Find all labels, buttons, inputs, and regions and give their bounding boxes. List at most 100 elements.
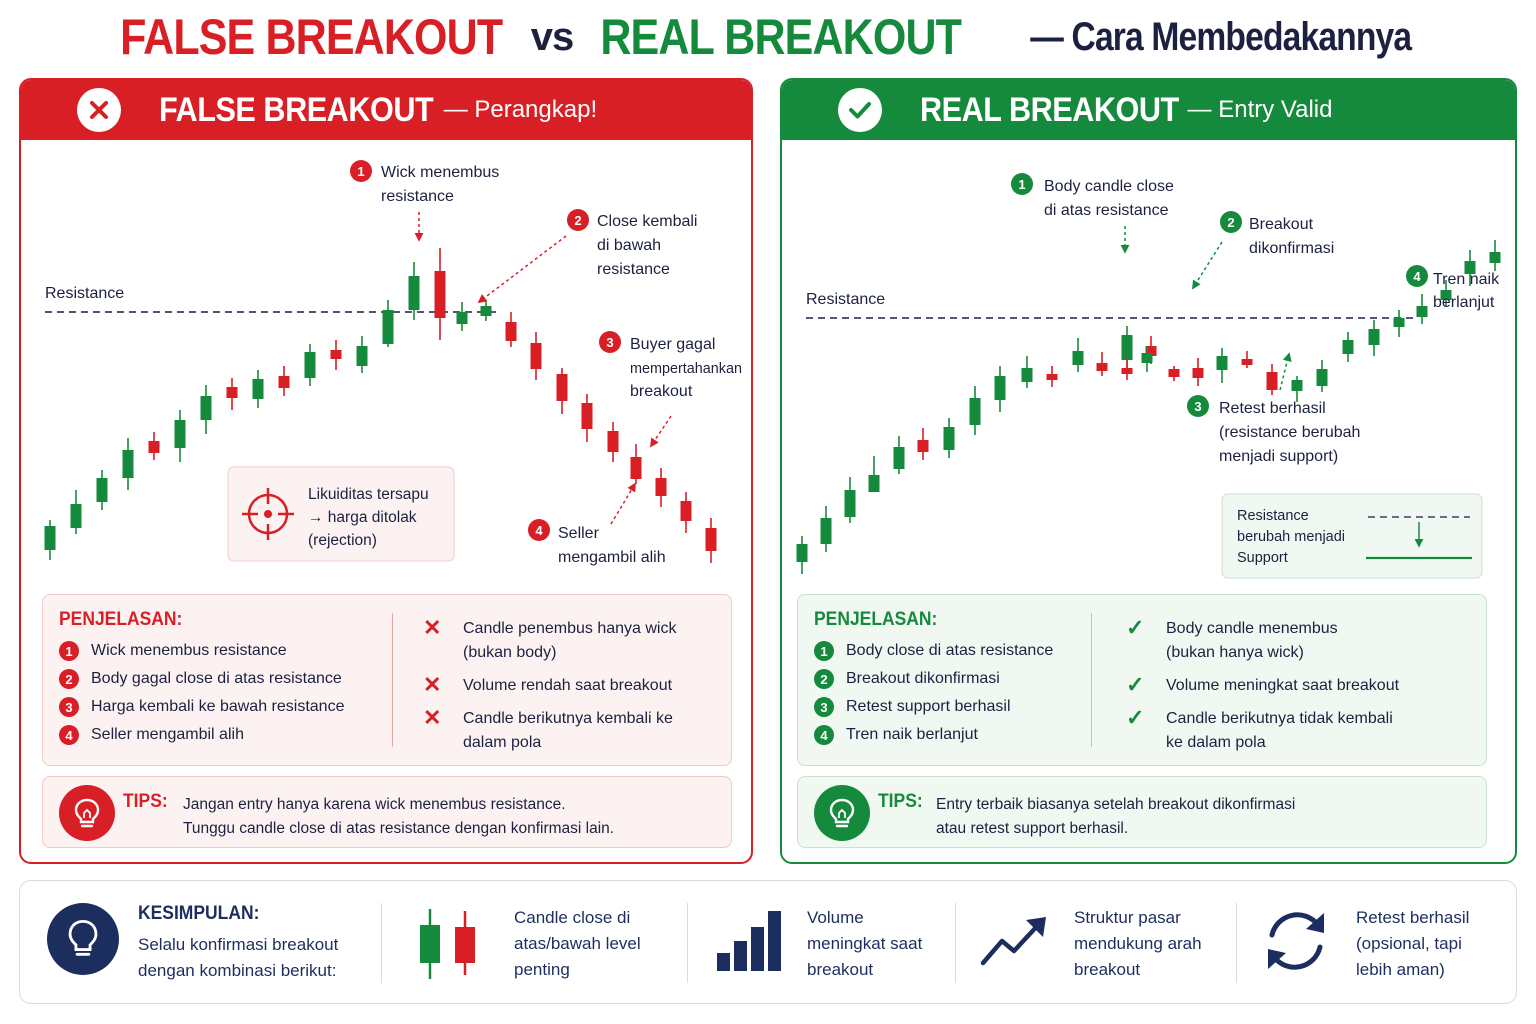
candle-body: [304, 352, 316, 378]
false-panel-header: FALSE BREAKOUT — Perangkap!: [21, 80, 751, 140]
candle-body: [1141, 353, 1153, 363]
list-item: ✕ Candle penembus hanya wick (bukan body): [423, 617, 723, 665]
false-warning-list: ✕ Candle penembus hanya wick (bukan body) …: [423, 617, 723, 764]
step-number-badge: 4: [59, 725, 79, 745]
real-ann1-badge: [1011, 173, 1033, 195]
candle-body: [1489, 252, 1501, 263]
false-ann1-line2: resistance: [381, 188, 454, 205]
page-title: FALSE BREAKOUT vs REAL BREAKOUT — Cara M…: [0, 8, 1536, 72]
candle-body: [1096, 363, 1108, 371]
target-icon: [242, 488, 294, 540]
false-explanation-title: PENJELASAN:: [59, 609, 183, 630]
check-line: ke dalam pola: [1166, 734, 1266, 751]
lightbulb-icon: [47, 903, 119, 975]
step-text: Harga kembali ke bawah resistance: [91, 698, 345, 715]
real-ann2-badge: [1220, 211, 1242, 233]
candle-body: [96, 478, 108, 502]
false-ann4-line1: Seller: [558, 525, 600, 542]
real-ann4-line2: berlanjut: [1433, 294, 1495, 311]
false-ann3-arrow: [650, 415, 672, 448]
real-resistance-label: Resistance: [806, 291, 885, 308]
false-tips-box: TIPS: Jangan entry hanya karena wick men…: [42, 776, 732, 848]
candle-body: [408, 276, 420, 310]
list-item: 4 Seller mengambil alih: [59, 721, 344, 749]
candle-body: [70, 504, 82, 528]
false-ann2-line3: resistance: [597, 261, 670, 278]
step-number-badge: 2: [59, 669, 79, 689]
title-vs: vs: [530, 14, 574, 59]
warning-line: Candle berikutnya kembali ke: [463, 710, 673, 727]
x-icon: ✕: [423, 615, 442, 640]
liquidity-note-line2: → harga ditolak: [308, 509, 417, 526]
lightbulb-icon: [59, 785, 115, 841]
step-number-badge: 3: [59, 697, 79, 717]
conclusion-item-line: lebih aman): [1356, 960, 1445, 979]
conclusion-item-structure: Struktur pasar mendukung arah breakout: [1074, 905, 1202, 983]
candle-body: [1216, 356, 1228, 370]
candle-body: [1416, 306, 1428, 317]
candle-body: [1121, 368, 1133, 374]
candle-body: [655, 478, 667, 496]
x-icon: ✕: [423, 705, 442, 730]
candle-body: [581, 403, 593, 429]
step-number-badge: 1: [814, 641, 834, 661]
conclusion-text: Selalu konfirmasi breakout dengan kombin…: [138, 932, 338, 984]
candle-body: [1241, 359, 1253, 365]
step-text: Breakout dikonfirmasi: [846, 670, 1000, 687]
check-line: Candle berikutnya tidak kembali: [1166, 710, 1393, 727]
list-item: ✕ Volume rendah saat breakout: [423, 674, 723, 698]
candle-body: [1168, 369, 1180, 377]
step-text: Body gagal close di atas resistance: [91, 670, 342, 687]
sr-note-line2: berubah menjadi: [1237, 529, 1345, 545]
cycle-arrows-icon: [1258, 905, 1334, 982]
candle-body: [844, 490, 856, 517]
candle-body: [356, 346, 368, 366]
real-panel-header: REAL BREAKOUT — Entry Valid: [782, 80, 1515, 140]
real-ann2-arrow: [1192, 241, 1223, 290]
real-ann3-badge: [1187, 395, 1209, 417]
candle-body: [278, 376, 290, 388]
real-tips-label: TIPS:: [878, 791, 923, 812]
step-text: Body close di atas resistance: [846, 642, 1054, 659]
step-number-badge: 2: [814, 669, 834, 689]
step-text: Wick menembus resistance: [91, 642, 287, 659]
false-ann4-num: 4: [535, 523, 543, 538]
false-ann3-line1: Buyer gagal: [630, 336, 715, 353]
false-ann3-num: 3: [606, 335, 613, 350]
conclusion-divider: [687, 903, 688, 983]
candle-body: [969, 398, 981, 425]
conclusion-item-line: breakout: [807, 960, 874, 979]
step-number-badge: 3: [814, 697, 834, 717]
check-line: (bukan hanya wick): [1166, 644, 1304, 661]
real-ann3-arrow: [1279, 352, 1292, 391]
candle-body: [705, 528, 717, 551]
conclusion-item-line: atas/bawah level: [514, 934, 641, 953]
conclusion-bar: KESIMPULAN: Selalu konfirmasi breakout d…: [19, 880, 1517, 1004]
false-ann2-badge: [567, 209, 589, 231]
real-ann3-line2: (resistance berubah: [1219, 424, 1360, 441]
tips-line: Entry terbaik biasanya setelah breakout …: [936, 796, 1296, 813]
false-resistance-label: Resistance: [45, 285, 124, 302]
conclusion-item-line: breakout: [1074, 960, 1141, 979]
list-item: ✓ Volume meningkat saat breakout: [1126, 674, 1426, 698]
false-candles: [44, 248, 717, 563]
volume-bars-icon: [715, 909, 785, 978]
candle-body: [1342, 340, 1354, 354]
candle-body: [868, 475, 880, 492]
x-icon: ✕: [423, 672, 442, 697]
candle-body: [630, 457, 642, 479]
check-circle-icon: [838, 88, 882, 132]
conclusion-item-line: mendukung arah: [1074, 934, 1202, 953]
list-item: 4 Tren naik berlanjut: [814, 721, 1053, 749]
conclusion-item-line: Candle close di: [514, 908, 631, 927]
real-breakout-chart: Resistance 1 Body candle close di atas r…: [782, 140, 1515, 590]
sr-note-line3: Support: [1237, 550, 1288, 566]
candle-body: [1440, 290, 1452, 300]
title-subtitle: — Cara Membedakannya: [1029, 14, 1412, 59]
conclusion-item-volume: Volume meningkat saat breakout: [807, 905, 922, 983]
list-item: 2 Breakout dikonfirmasi: [814, 665, 1053, 693]
candle-body: [796, 544, 808, 562]
candle-body: [148, 441, 160, 453]
candle-body: [1121, 335, 1133, 360]
real-ann1-line2: di atas resistance: [1044, 202, 1169, 219]
